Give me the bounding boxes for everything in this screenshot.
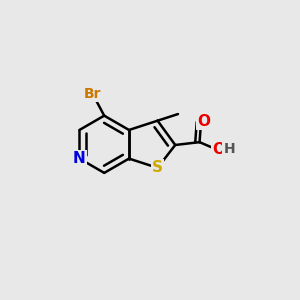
Text: N: N <box>73 151 86 166</box>
Text: O: O <box>197 114 210 129</box>
Text: H: H <box>224 142 235 156</box>
Text: Br: Br <box>84 87 101 101</box>
Text: S: S <box>152 160 163 175</box>
Text: O: O <box>212 142 225 157</box>
